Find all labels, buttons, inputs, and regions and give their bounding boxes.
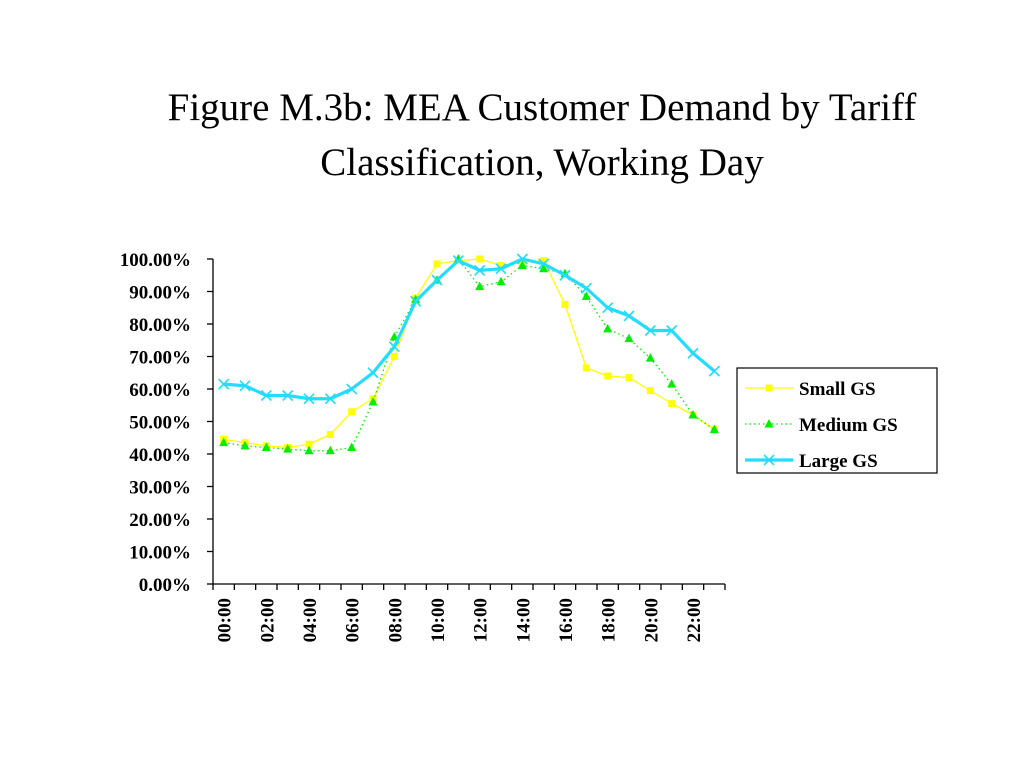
data-point-large-gs xyxy=(346,383,358,395)
y-tick-label: 80.00% xyxy=(129,315,191,336)
data-point-small-gs xyxy=(433,260,441,268)
data-point-small-gs xyxy=(604,372,612,380)
data-point-medium-gs xyxy=(624,333,634,343)
data-point-small-gs xyxy=(497,262,505,269)
data-point-large-gs xyxy=(644,324,656,337)
data-point-large-gs xyxy=(239,380,251,392)
data-point-small-gs xyxy=(476,255,484,263)
data-point-medium-gs xyxy=(709,424,719,434)
x-tick-label: 14:00 xyxy=(513,598,534,642)
data-point-medium-gs xyxy=(603,323,613,333)
y-tick-label: 50.00% xyxy=(129,413,191,434)
x-tick-label: 08:00 xyxy=(385,598,406,642)
x-tick-label: 02:00 xyxy=(257,598,278,642)
data-point-medium-gs xyxy=(368,397,378,406)
chart-legend: Small GS Medium GS Large GS xyxy=(736,367,938,474)
data-point-large-gs xyxy=(431,274,443,286)
data-point-medium-gs xyxy=(219,437,229,447)
legend-marker-small-gs xyxy=(765,384,773,392)
data-point-large-gs xyxy=(260,389,272,402)
data-point-large-gs xyxy=(303,393,315,405)
legend-label-medium-gs: Medium GS xyxy=(799,415,898,436)
data-point-medium-gs xyxy=(688,410,698,419)
x-tick-label: 12:00 xyxy=(471,598,492,642)
data-point-large-gs xyxy=(282,389,294,402)
y-tick-label: 20.00% xyxy=(129,510,191,531)
data-point-large-gs xyxy=(666,324,678,337)
series-line-large-gs xyxy=(223,257,716,401)
data-point-small-gs xyxy=(668,400,676,408)
data-point-medium-gs xyxy=(667,379,677,388)
data-point-large-gs xyxy=(474,264,486,276)
x-tick-label: 06:00 xyxy=(343,598,364,642)
data-point-large-gs xyxy=(516,253,528,265)
y-tick-label: 30.00% xyxy=(129,478,191,499)
data-point-small-gs xyxy=(625,374,633,382)
data-point-small-gs xyxy=(348,408,356,416)
data-point-small-gs xyxy=(305,440,313,448)
legend-label-large-gs: Large GS xyxy=(799,451,878,472)
data-point-medium-gs xyxy=(261,442,271,451)
data-point-medium-gs xyxy=(475,281,485,291)
data-point-large-gs xyxy=(218,378,230,390)
data-point-medium-gs xyxy=(581,291,591,300)
data-point-small-gs xyxy=(390,353,398,360)
y-tick-label: 10.00% xyxy=(129,543,191,564)
series-large-gs xyxy=(218,253,720,405)
chart-series xyxy=(218,253,720,455)
data-point-large-gs xyxy=(602,302,614,314)
data-point-medium-gs xyxy=(304,445,314,455)
data-point-large-gs xyxy=(388,341,400,353)
data-point-large-gs xyxy=(538,258,550,270)
x-tick-label: 18:00 xyxy=(599,598,620,642)
series-medium-gs xyxy=(219,254,719,455)
y-tick-label: 90.00% xyxy=(129,283,191,304)
y-tick-label: 70.00% xyxy=(129,348,191,369)
chart-axes: 100.00% 90.00% 80.00% 70.00% 60.00% 50.00% 40.… xyxy=(120,250,726,642)
data-point-small-gs xyxy=(561,301,569,308)
data-point-medium-gs xyxy=(517,260,527,269)
series-small-gs xyxy=(220,255,718,451)
y-tick-label: 100.00% xyxy=(120,250,191,271)
chart-title-line-1: Figure M.3b: MEA Customer Demand by Tari… xyxy=(167,86,917,129)
data-point-medium-gs xyxy=(539,263,549,273)
chart-title-line-2: Classification, Working Day xyxy=(320,141,764,184)
data-point-large-gs xyxy=(495,263,507,275)
data-point-small-gs xyxy=(646,387,654,395)
data-point-large-gs xyxy=(623,310,635,322)
y-tick-label: 0.00% xyxy=(139,575,191,596)
data-point-large-gs xyxy=(580,282,592,294)
series-line-small-gs xyxy=(223,258,715,449)
data-point-large-gs xyxy=(687,347,699,359)
data-point-large-gs xyxy=(324,393,336,405)
data-point-medium-gs xyxy=(645,353,655,362)
series-line-medium-gs xyxy=(223,258,715,452)
legend-label-small-gs: Small GS xyxy=(799,379,876,400)
data-point-small-gs xyxy=(326,431,334,438)
y-tick-label: 60.00% xyxy=(129,380,191,401)
data-point-medium-gs xyxy=(283,444,293,453)
y-tick-label: 40.00% xyxy=(129,445,191,466)
data-point-medium-gs xyxy=(347,442,357,451)
x-tick-label: 10:00 xyxy=(428,598,449,642)
x-tick-label: 04:00 xyxy=(300,598,321,642)
data-point-small-gs xyxy=(582,364,590,372)
data-point-large-gs xyxy=(410,295,422,307)
data-point-large-gs xyxy=(367,367,379,379)
x-tick-label: 16:00 xyxy=(556,598,577,642)
data-point-medium-gs xyxy=(325,445,335,455)
data-point-small-gs xyxy=(540,257,548,265)
data-point-large-gs xyxy=(452,255,464,267)
data-point-medium-gs xyxy=(240,440,250,450)
data-point-large-gs xyxy=(559,269,571,281)
x-tick-label: 20:00 xyxy=(641,598,662,642)
data-point-medium-gs xyxy=(496,276,506,286)
legend-marker-medium-gs xyxy=(764,419,774,428)
legend-marker-large-gs xyxy=(763,454,775,466)
x-tick-label: 00:00 xyxy=(215,598,236,642)
x-tick-label: 22:00 xyxy=(684,598,705,642)
data-point-large-gs xyxy=(708,365,720,377)
